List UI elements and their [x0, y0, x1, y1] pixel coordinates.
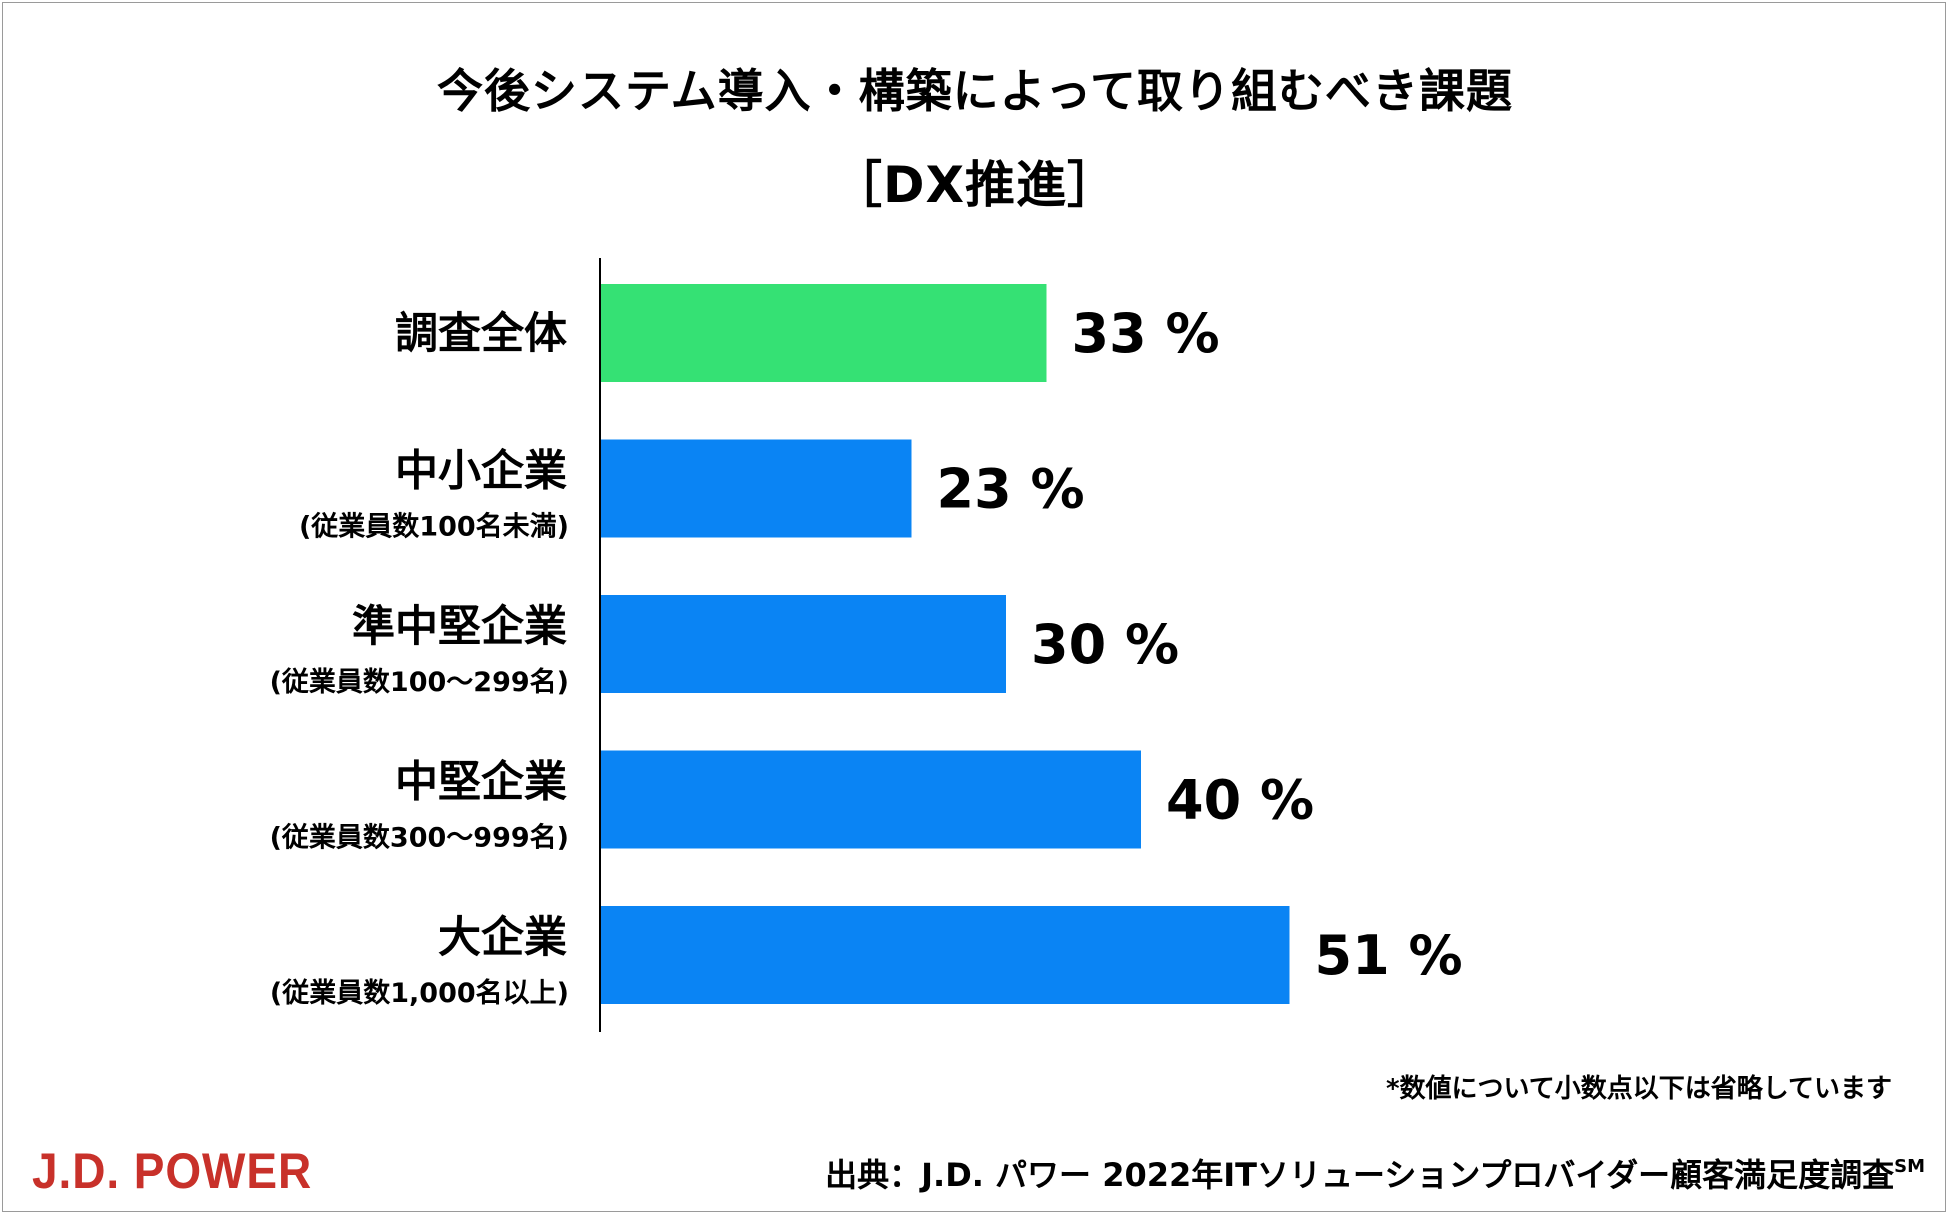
- bar: [601, 439, 912, 538]
- bar: [601, 595, 1006, 693]
- footnote: *数値について小数点以下は省略しています: [1385, 1074, 1892, 1104]
- value-label: 30 %: [1031, 613, 1179, 676]
- chart-subtitle: ［DX推進］: [831, 156, 1119, 214]
- source-text: 出典：J.D. パワー 2022年ITソリューションプロバイダー顧客満足度調査: [825, 1156, 1895, 1194]
- service-mark: SM: [1894, 1156, 1925, 1177]
- value-label: 23 %: [937, 458, 1085, 521]
- category-label: 大企業: [438, 913, 567, 963]
- category-sublabel: (従業員数100～299名): [270, 666, 569, 698]
- category-label: 中堅企業: [395, 758, 567, 808]
- value-label: 40 %: [1166, 769, 1314, 832]
- source-credit: 出典：J.D. パワー 2022年ITソリューションプロバイダー顧客満足度調査S…: [825, 1150, 1925, 1196]
- jd-power-logo: J.D. POWER: [32, 1143, 313, 1199]
- value-label: 51 %: [1315, 924, 1463, 987]
- category-sublabel: (従業員数1,000名以上): [270, 977, 569, 1009]
- chart-title: 今後システム導入・構築によって取り組むべき課題: [437, 64, 1513, 118]
- value-label: 33 %: [1072, 302, 1220, 365]
- category-label: 中小企業: [395, 447, 567, 497]
- category-sublabel: (従業員数100名未満): [299, 511, 569, 543]
- bar: [601, 284, 1047, 382]
- category-label: 調査全体: [395, 309, 567, 359]
- bar: [601, 906, 1290, 1004]
- category-label: 準中堅企業: [352, 602, 567, 652]
- category-sublabel: (従業員数300～999名): [270, 822, 569, 854]
- bar: [601, 750, 1141, 849]
